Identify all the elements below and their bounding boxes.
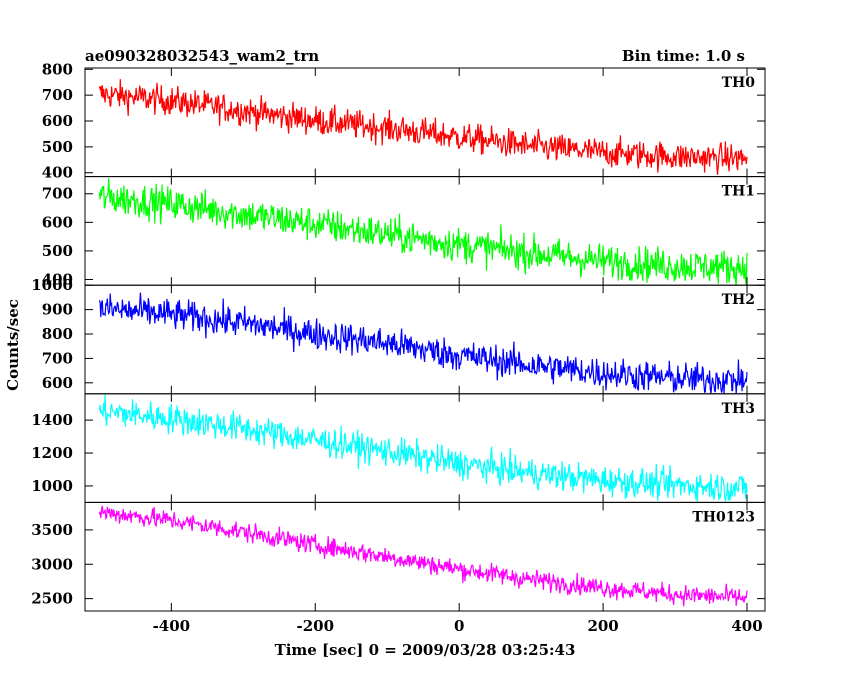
chart-title: ae090328032543_wam2_trn [85, 47, 319, 65]
series-line-th0 [98, 79, 748, 175]
series-line-th1 [98, 178, 748, 286]
panel-label-th3: TH3 [722, 401, 755, 417]
y-tick-label: 700 [42, 86, 73, 104]
y-tick-label: 400 [42, 270, 73, 288]
y-tick-label: 1000 [31, 477, 73, 495]
panel-label-th0: TH0 [722, 75, 756, 91]
panel-frame-th1 [84, 176, 766, 286]
y-tick-label: 3500 [31, 521, 73, 539]
y-tick-label: 1400 [31, 411, 73, 429]
y-tick-label: 2500 [31, 590, 73, 608]
x-tick-label: 400 [731, 617, 762, 635]
y-tick-label: 500 [42, 242, 73, 260]
y-tick-label: 700 [42, 185, 73, 203]
panel-frame-th0123 [84, 501, 766, 612]
y-tick-label: 900 [42, 301, 73, 319]
series-line-th0123 [98, 505, 748, 607]
panel-label-th0123: TH0123 [692, 509, 755, 525]
series-line-th3 [98, 394, 748, 503]
x-tick-label: 200 [587, 617, 618, 635]
panel-frame-th2 [84, 284, 766, 395]
y-tick-label: 600 [42, 112, 73, 130]
panel-label-th1: TH1 [722, 184, 755, 200]
x-tick-label: -400 [153, 617, 191, 635]
y-tick-label: 800 [42, 325, 73, 343]
y-tick-label: 600 [42, 374, 73, 392]
series-line-th2 [98, 292, 748, 394]
y-axis-label: Counts/sec [4, 299, 22, 391]
panel-frame-th3 [84, 393, 766, 503]
panel-label-th2: TH2 [722, 292, 755, 308]
y-tick-label: 1000 [31, 276, 73, 294]
y-tick-label: 700 [42, 349, 73, 367]
x-tick-label: -200 [296, 617, 334, 635]
y-tick-label: 3000 [31, 555, 73, 573]
y-tick-label: 800 [42, 60, 73, 78]
x-tick-label: 0 [454, 617, 464, 635]
y-tick-label: 400 [42, 164, 73, 182]
y-tick-label: 1200 [31, 444, 73, 462]
panels-group: 400 500 600 700 800 TH0 400 500 600 700 TH1 600 700 8… [31, 60, 766, 635]
y-tick-label: 500 [42, 138, 73, 156]
x-axis-label: Time [sec] 0 = 2009/03/28 03:25:43 [275, 641, 576, 659]
bin-time-label: Bin time: 1.0 s [622, 47, 745, 65]
y-tick-label: 600 [42, 213, 73, 231]
